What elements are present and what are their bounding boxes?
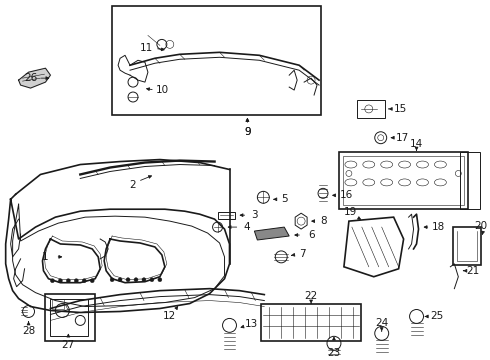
Circle shape <box>82 279 86 283</box>
Text: 21: 21 <box>466 266 480 276</box>
Bar <box>343 156 465 205</box>
Circle shape <box>58 279 62 283</box>
Text: 1: 1 <box>42 252 49 262</box>
Bar <box>460 152 480 209</box>
Circle shape <box>66 279 71 283</box>
Text: 7: 7 <box>299 249 305 259</box>
Text: 4: 4 <box>243 222 250 232</box>
Circle shape <box>74 279 78 283</box>
Text: 11: 11 <box>140 43 153 53</box>
Text: 2: 2 <box>130 180 136 190</box>
Circle shape <box>118 278 122 282</box>
Text: 24: 24 <box>375 318 389 328</box>
Text: 15: 15 <box>394 104 407 114</box>
Circle shape <box>50 279 54 283</box>
Text: 9: 9 <box>244 127 251 137</box>
Circle shape <box>142 278 146 282</box>
Bar <box>218 212 236 219</box>
Bar <box>261 303 361 341</box>
Text: 26: 26 <box>24 73 37 83</box>
Text: 19: 19 <box>344 207 358 217</box>
Text: 22: 22 <box>304 291 318 301</box>
Bar <box>50 298 88 336</box>
Text: 6: 6 <box>308 230 315 240</box>
Polygon shape <box>19 68 50 88</box>
Bar <box>339 152 468 209</box>
Circle shape <box>110 278 114 282</box>
Text: 3: 3 <box>251 210 258 220</box>
Text: 12: 12 <box>163 311 176 321</box>
Circle shape <box>134 278 138 282</box>
Text: 8: 8 <box>321 216 327 226</box>
Bar <box>112 6 321 115</box>
Polygon shape <box>254 227 289 240</box>
Text: 17: 17 <box>396 133 409 143</box>
Text: 10: 10 <box>156 85 170 95</box>
Text: 16: 16 <box>340 190 353 200</box>
Text: 20: 20 <box>475 221 488 231</box>
Text: 18: 18 <box>432 222 445 232</box>
Bar <box>52 298 64 309</box>
Text: 23: 23 <box>327 348 341 358</box>
Text: 5: 5 <box>281 194 288 204</box>
Text: 25: 25 <box>430 311 443 321</box>
Circle shape <box>158 278 162 282</box>
Bar <box>453 227 481 265</box>
Circle shape <box>150 278 154 282</box>
Text: 14: 14 <box>410 139 423 149</box>
Text: 9: 9 <box>244 127 251 137</box>
Text: 27: 27 <box>62 340 75 350</box>
Bar <box>46 294 95 341</box>
Bar <box>357 100 385 118</box>
Text: 28: 28 <box>22 327 35 336</box>
Circle shape <box>90 279 94 283</box>
Circle shape <box>126 278 130 282</box>
Text: 13: 13 <box>245 319 258 329</box>
